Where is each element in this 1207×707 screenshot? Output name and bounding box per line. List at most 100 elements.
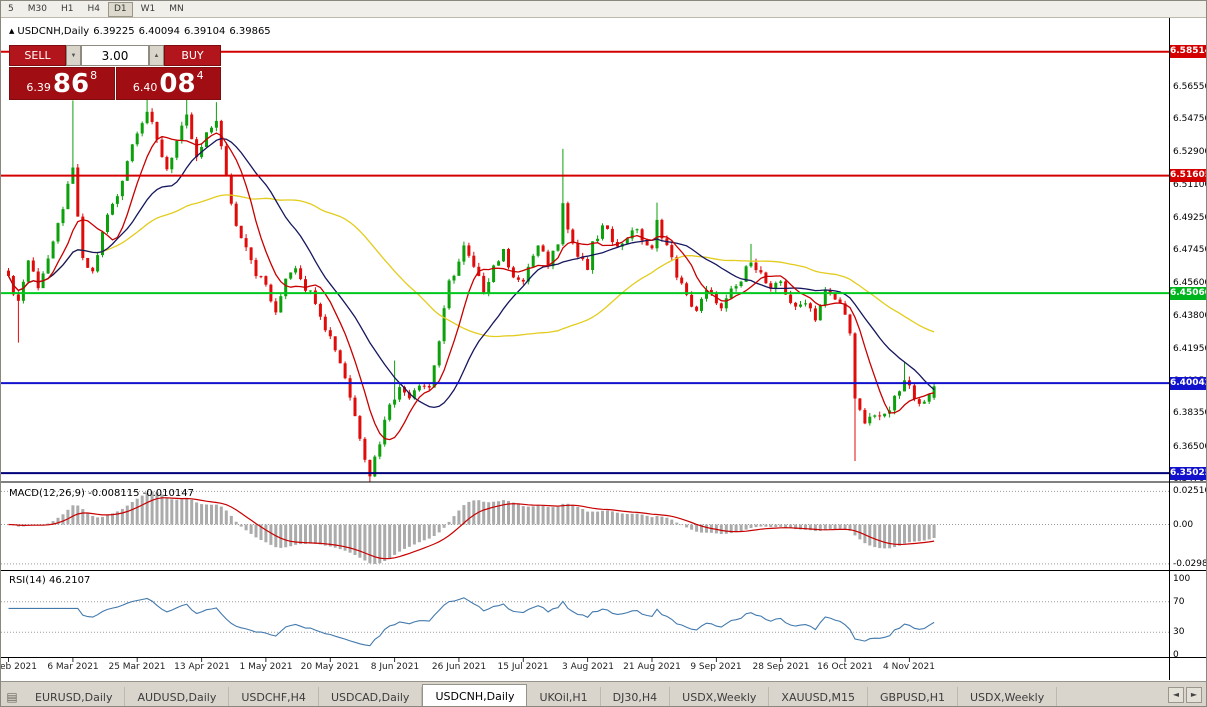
date-axis-label: 4 Nov 2021 [883, 662, 935, 672]
candlestick-series [7, 77, 936, 482]
date-axis-label: 9 Sep 2021 [690, 662, 742, 672]
date-axis-label: 20 May 2021 [300, 662, 360, 672]
timeframe-button-h4[interactable]: H4 [81, 2, 106, 17]
chart-tab-gbpusd-h1[interactable]: GBPUSD,H1 [868, 687, 958, 706]
timeframe-toolbar: 5 M30 H1 H4 D1 W1 MN [1, 1, 1206, 18]
date-axis-label: 16 Feb 2021 [0, 662, 38, 672]
date-axis-label: 1 May 2021 [239, 662, 293, 672]
rsi-scale-tick: 0 [1173, 650, 1179, 660]
price-scale-tick: 6.43800 [1173, 311, 1207, 321]
buy-price-display[interactable]: 6.40 08 4 [115, 67, 221, 100]
rsi-value: 46.2107 [48, 575, 91, 586]
macd-scale-tick: 0.025108 [1173, 486, 1206, 496]
volume-down-button[interactable]: ▼ [66, 45, 81, 66]
price-line-tag[interactable]: 6.58514 [1170, 45, 1207, 58]
date-axis-label: 25 Mar 2021 [108, 662, 166, 672]
timeframe-button-mn[interactable]: MN [163, 2, 190, 17]
macd-histogram [7, 491, 936, 564]
ohlc-low: 6.39104 [183, 26, 226, 37]
price-line-tag[interactable]: 6.51605 [1170, 169, 1207, 182]
chart-tabs: EURUSD,Daily AUDUSD,Daily USDCHF,H4 USDCAD,… [23, 684, 1058, 706]
date-axis-label: 3 Aug 2021 [562, 662, 614, 672]
price-scale-tick: 6.49250 [1173, 213, 1207, 223]
price-scale-tick: 6.56550 [1173, 82, 1207, 92]
timeframe-button-w1[interactable]: W1 [135, 2, 162, 17]
rsi-name: RSI(14) [9, 575, 46, 586]
date-axis-ticks [8, 658, 910, 662]
sell-price-prefix: 6.39 [26, 81, 51, 94]
macd-scale-tick: 0.00 [1173, 520, 1194, 530]
macd-indicator-label: MACD(12,26,9) -0.008115 -0.010147 [9, 488, 194, 499]
buy-price-pip-digit: 4 [196, 69, 204, 82]
date-axis-label: 15 Jul 2021 [497, 662, 549, 672]
volume-input[interactable] [81, 45, 149, 66]
chart-list-icon[interactable]: ▤ [6, 690, 18, 704]
macd-values: -0.008115 -0.010147 [88, 488, 194, 499]
chart-tab-ukoil-h1[interactable]: UKOil,H1 [527, 687, 601, 706]
date-axis-label: 8 Jun 2021 [370, 662, 420, 672]
triangle-up-icon: ▲ [9, 27, 15, 35]
timeframe-button-m30[interactable]: M30 [22, 2, 53, 17]
chart-tab-usdx-weekly[interactable]: USDX,Weekly [958, 687, 1058, 706]
chart-tab-usdcad-daily[interactable]: USDCAD,Daily [319, 687, 423, 706]
timeframe-button-d1[interactable]: D1 [107, 1, 133, 17]
rsi-level-lines [1, 601, 1169, 633]
price-scale-tick: 6.47450 [1173, 245, 1207, 255]
chart-tab-bar: ▤ EURUSD,Daily AUDUSD,Daily USDCHF,H4 USDCA… [1, 681, 1206, 706]
rsi-scale-tick: 70 [1173, 597, 1185, 607]
price-line-tag[interactable]: 6.45060 [1170, 287, 1207, 300]
tabs-scroll-right-button[interactable]: ► [1186, 687, 1202, 703]
price-scale-tick: 6.38350 [1173, 408, 1207, 418]
chart-tab-usdx-weekly[interactable]: USDX,Weekly [670, 687, 770, 706]
date-axis-label: 28 Sep 2021 [752, 662, 810, 672]
macd-signal-line [8, 497, 935, 560]
chart-tab-xauusd-m15[interactable]: XAUUSD,M15 [769, 687, 869, 706]
macd-name: MACD(12,26,9) [9, 488, 85, 499]
price-scale-tick: 6.36500 [1173, 442, 1207, 452]
price-line-tag[interactable]: 6.40042 [1170, 377, 1207, 390]
ohlc-high: 6.40094 [138, 26, 180, 37]
chart-tab-audusd-daily[interactable]: AUDUSD,Daily [125, 687, 230, 706]
sell-button[interactable]: SELL [9, 45, 66, 66]
chevron-up-icon: ▲ [153, 52, 160, 59]
tabs-scroll-left-button[interactable]: ◄ [1168, 687, 1184, 703]
rsi-scale-tick: 30 [1173, 627, 1185, 637]
price-scale-tick: 6.45600 [1173, 278, 1207, 288]
date-axis-label: 6 Mar 2021 [47, 662, 99, 672]
rsi-line [8, 597, 935, 647]
price-scale-tick: 6.52900 [1173, 147, 1207, 157]
timeframe-button-5[interactable]: 5 [2, 2, 20, 17]
price-scale-tick: 6.51100 [1173, 180, 1207, 190]
horizontal-price-lines[interactable] [1, 50, 1169, 475]
chart-tab-eurusd-daily[interactable]: EURUSD,Daily [23, 687, 126, 706]
date-axis-label: 13 Apr 2021 [174, 662, 230, 672]
date-axis-label: 16 Oct 2021 [817, 662, 873, 672]
buy-button[interactable]: BUY [164, 45, 221, 66]
timeframe-button-h1[interactable]: H1 [55, 2, 80, 17]
sell-price-pip-digit: 8 [90, 69, 98, 82]
date-axis-label: 26 Jun 2021 [431, 662, 487, 672]
macd-scale-tick: -0.02988 [1173, 559, 1206, 569]
rsi-indicator-label: RSI(14) 46.2107 [9, 575, 90, 586]
buy-price-big-digits: 08 [159, 69, 196, 99]
sell-price-big-digits: 86 [52, 69, 90, 99]
ma-slow-line [7, 194, 935, 338]
panel-borders [1, 18, 1206, 680]
date-axis-label: 21 Aug 2021 [623, 662, 681, 672]
chart-tab-usdcnh-daily[interactable]: USDCNH,Daily [422, 684, 528, 706]
price-scale-tick: 6.41950 [1173, 344, 1207, 354]
volume-up-button[interactable]: ▲ [149, 45, 164, 66]
chart-symbol-label: USDCNH,Daily [17, 26, 90, 37]
ma-fast-line [7, 132, 935, 441]
ma-mid-line [7, 137, 935, 409]
ohlc-close: 6.39865 [229, 26, 271, 37]
chevron-down-icon: ▼ [70, 52, 77, 59]
sell-price-display[interactable]: 6.39 86 8 [9, 67, 115, 100]
price-line-tag[interactable]: 6.35025 [1170, 467, 1207, 480]
chart-tab-dj30-h4[interactable]: DJ30,H4 [601, 687, 671, 706]
chart-tab-usdchf-h4[interactable]: USDCHF,H4 [229, 687, 319, 706]
chart-title: ▲ USDCNH,Daily 6.39225 6.40094 6.39104 6.3986… [9, 26, 275, 37]
